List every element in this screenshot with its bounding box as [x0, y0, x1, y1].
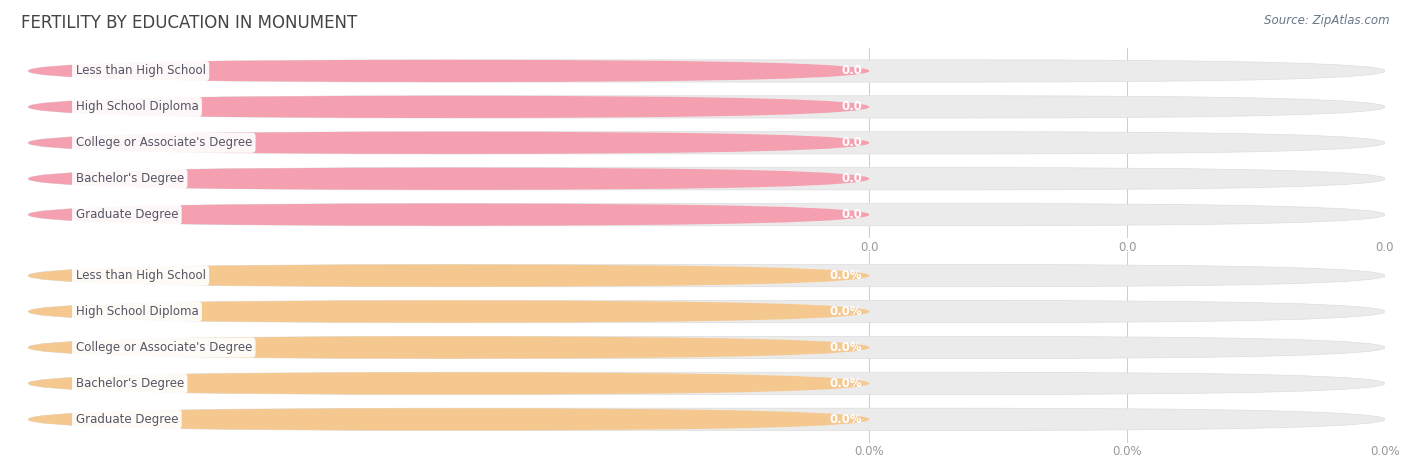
Text: 0.0: 0.0	[842, 208, 862, 221]
Text: Less than High School: Less than High School	[76, 64, 205, 78]
Text: FERTILITY BY EDUCATION IN MONUMENT: FERTILITY BY EDUCATION IN MONUMENT	[21, 14, 357, 32]
Text: Graduate Degree: Graduate Degree	[76, 413, 179, 426]
FancyBboxPatch shape	[28, 96, 869, 118]
Text: Source: ZipAtlas.com: Source: ZipAtlas.com	[1264, 14, 1389, 27]
Text: Bachelor's Degree: Bachelor's Degree	[76, 377, 184, 390]
Text: 0.0%: 0.0%	[830, 377, 862, 390]
FancyBboxPatch shape	[28, 265, 869, 287]
FancyBboxPatch shape	[28, 300, 1385, 323]
Text: 0.0: 0.0	[842, 100, 862, 113]
FancyBboxPatch shape	[28, 372, 1385, 395]
Text: 0.0: 0.0	[842, 64, 862, 78]
Text: 0.0: 0.0	[842, 172, 862, 185]
FancyBboxPatch shape	[28, 337, 869, 358]
FancyBboxPatch shape	[28, 337, 1385, 358]
Text: 0.0%: 0.0%	[830, 341, 862, 354]
FancyBboxPatch shape	[28, 372, 869, 395]
FancyBboxPatch shape	[28, 168, 1385, 190]
Text: College or Associate's Degree: College or Associate's Degree	[76, 341, 252, 354]
FancyBboxPatch shape	[28, 60, 1385, 82]
FancyBboxPatch shape	[28, 408, 1385, 430]
FancyBboxPatch shape	[28, 204, 869, 226]
FancyBboxPatch shape	[28, 132, 869, 154]
Text: 0.0%: 0.0%	[830, 305, 862, 318]
FancyBboxPatch shape	[28, 204, 1385, 226]
Text: 0.0%: 0.0%	[830, 413, 862, 426]
Text: High School Diploma: High School Diploma	[76, 305, 198, 318]
FancyBboxPatch shape	[28, 168, 869, 190]
FancyBboxPatch shape	[28, 96, 1385, 118]
Text: Graduate Degree: Graduate Degree	[76, 208, 179, 221]
FancyBboxPatch shape	[28, 132, 1385, 154]
Text: College or Associate's Degree: College or Associate's Degree	[76, 136, 252, 149]
FancyBboxPatch shape	[28, 265, 1385, 287]
Text: Bachelor's Degree: Bachelor's Degree	[76, 172, 184, 185]
Text: High School Diploma: High School Diploma	[76, 100, 198, 113]
Text: Less than High School: Less than High School	[76, 269, 205, 282]
FancyBboxPatch shape	[28, 300, 869, 323]
FancyBboxPatch shape	[28, 60, 869, 82]
Text: 0.0%: 0.0%	[830, 269, 862, 282]
FancyBboxPatch shape	[28, 408, 869, 430]
Text: 0.0: 0.0	[842, 136, 862, 149]
